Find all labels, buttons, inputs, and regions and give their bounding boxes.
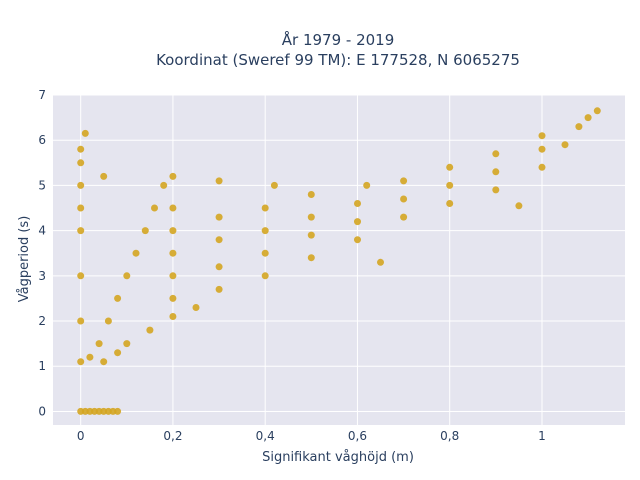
data-point bbox=[584, 114, 592, 122]
chart-title-line-1: År 1979 - 2019 bbox=[282, 30, 395, 49]
data-point bbox=[114, 349, 122, 357]
x-tick-label: 0,2 bbox=[163, 429, 182, 443]
data-point bbox=[446, 163, 454, 171]
data-point bbox=[169, 172, 177, 180]
data-point bbox=[538, 163, 546, 171]
x-axis-title: Signifikant våghöjd (m) bbox=[262, 450, 414, 465]
data-point bbox=[77, 272, 85, 280]
data-point bbox=[538, 132, 546, 140]
y-axis-title: Vågperiod (s) bbox=[17, 216, 32, 303]
data-point bbox=[261, 249, 269, 257]
plot-area bbox=[53, 95, 625, 425]
data-point bbox=[492, 150, 500, 158]
y-tick-label: 0 bbox=[38, 404, 46, 418]
data-point bbox=[132, 249, 140, 257]
data-point bbox=[151, 204, 158, 212]
data-point bbox=[400, 177, 408, 185]
data-point bbox=[215, 213, 223, 221]
data-point bbox=[593, 107, 601, 115]
data-point bbox=[95, 340, 103, 348]
data-point bbox=[160, 181, 168, 189]
data-point bbox=[354, 218, 361, 226]
data-point bbox=[215, 263, 223, 271]
data-point bbox=[141, 227, 149, 235]
data-point bbox=[86, 353, 94, 361]
x-tick-label: 0,4 bbox=[256, 429, 275, 443]
y-tick-label: 4 bbox=[38, 224, 46, 238]
data-point bbox=[400, 195, 408, 203]
data-point bbox=[492, 186, 500, 194]
data-point bbox=[169, 204, 177, 212]
y-tick-label: 7 bbox=[38, 88, 46, 102]
data-point bbox=[400, 213, 408, 221]
data-point bbox=[146, 326, 154, 334]
data-point bbox=[114, 294, 122, 302]
data-point bbox=[100, 172, 108, 180]
data-point bbox=[169, 227, 177, 235]
data-point bbox=[377, 258, 384, 266]
y-tick-label: 6 bbox=[38, 133, 46, 147]
data-point bbox=[169, 294, 177, 302]
y-tick-label: 3 bbox=[38, 269, 46, 283]
data-point bbox=[492, 168, 500, 176]
data-point bbox=[77, 145, 85, 153]
data-point bbox=[307, 191, 315, 198]
data-point bbox=[215, 285, 223, 293]
y-tick-label: 5 bbox=[38, 178, 46, 192]
data-point bbox=[215, 236, 223, 244]
data-point bbox=[261, 227, 269, 235]
data-point bbox=[123, 272, 131, 280]
data-point bbox=[446, 181, 454, 189]
data-point bbox=[169, 272, 177, 280]
data-point bbox=[261, 204, 269, 212]
grid bbox=[53, 94, 625, 425]
chart-title-line-2: Koordinat (Sweref 99 TM): E 177528, N 60… bbox=[156, 51, 520, 69]
data-point bbox=[261, 272, 269, 280]
data-point bbox=[307, 213, 315, 221]
data-point bbox=[169, 249, 177, 257]
data-point bbox=[270, 181, 278, 189]
data-point bbox=[100, 358, 108, 366]
data-point bbox=[575, 123, 583, 131]
data-point bbox=[77, 181, 85, 189]
data-point bbox=[215, 177, 223, 185]
data-points bbox=[77, 107, 601, 415]
data-point bbox=[77, 358, 85, 366]
y-tick-label: 2 bbox=[38, 314, 46, 328]
data-point bbox=[307, 254, 315, 262]
tick-labels: 0 0,2 0,4 0,6 0,8 1 0 1 2 3 4 5 6 7 bbox=[38, 88, 545, 443]
data-point bbox=[307, 231, 315, 239]
data-point bbox=[77, 159, 85, 167]
data-point bbox=[192, 304, 200, 311]
x-tick-label: 0,8 bbox=[440, 429, 459, 443]
data-point bbox=[363, 181, 371, 189]
data-point bbox=[561, 141, 569, 149]
data-point bbox=[114, 407, 122, 415]
data-point bbox=[515, 202, 523, 210]
x-tick-label: 0 bbox=[77, 429, 85, 443]
x-tick-label: 0,6 bbox=[348, 429, 367, 443]
data-point bbox=[354, 236, 361, 244]
data-point bbox=[538, 145, 546, 153]
data-point bbox=[354, 200, 361, 207]
data-point bbox=[77, 204, 85, 212]
data-point bbox=[446, 200, 454, 207]
y-tick-label: 1 bbox=[38, 359, 46, 373]
data-point bbox=[77, 227, 85, 235]
data-point bbox=[123, 340, 131, 348]
data-point bbox=[81, 129, 89, 137]
data-point bbox=[169, 313, 177, 320]
data-point bbox=[104, 317, 112, 325]
x-tick-label: 1 bbox=[538, 429, 546, 443]
data-point bbox=[77, 317, 85, 325]
